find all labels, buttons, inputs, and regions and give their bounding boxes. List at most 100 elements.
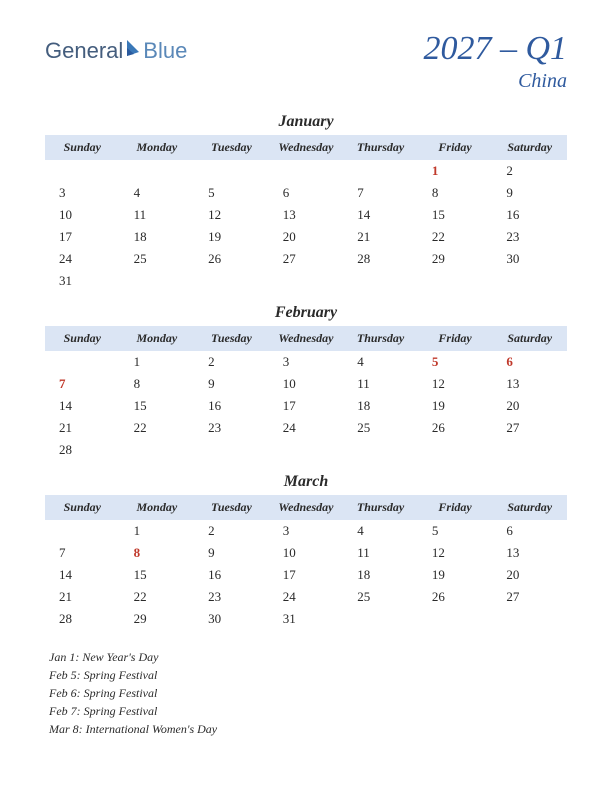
calendar-cell: 6	[492, 520, 567, 542]
calendar-cell	[45, 520, 120, 542]
calendar-cell: 16	[194, 395, 269, 417]
calendar-cell: 12	[418, 373, 493, 395]
calendar-cell	[418, 270, 493, 292]
calendar-cell: 3	[269, 520, 344, 542]
page-subtitle: China	[423, 70, 567, 93]
calendar-table: SundayMondayTuesdayWednesdayThursdayFrid…	[45, 495, 567, 630]
calendar-cell: 24	[269, 417, 344, 439]
calendar-cell: 29	[418, 248, 493, 270]
day-header: Sunday	[45, 326, 120, 351]
calendar-row: 78910111213	[45, 542, 567, 564]
calendar-cell: 16	[492, 204, 567, 226]
month-title: February	[45, 304, 567, 322]
calendar-cell: 7	[45, 373, 120, 395]
day-header: Wednesday	[269, 326, 344, 351]
logo: General Blue	[45, 38, 187, 64]
calendar-cell: 14	[343, 204, 418, 226]
calendar-cell: 21	[45, 417, 120, 439]
calendar-cell: 3	[45, 182, 120, 204]
calendar-cell: 19	[194, 226, 269, 248]
month-block: JanuarySundayMondayTuesdayWednesdayThurs…	[45, 113, 567, 292]
calendar-cell: 23	[194, 586, 269, 608]
calendar-cell	[343, 439, 418, 461]
holiday-entry: Feb 5: Spring Festival	[49, 666, 567, 684]
calendar-cell: 19	[418, 395, 493, 417]
calendar-row: 28	[45, 439, 567, 461]
day-header: Wednesday	[269, 495, 344, 520]
calendars-container: JanuarySundayMondayTuesdayWednesdayThurs…	[45, 113, 567, 630]
calendar-cell: 26	[418, 417, 493, 439]
day-header: Friday	[418, 495, 493, 520]
calendar-cell	[194, 439, 269, 461]
calendar-cell: 16	[194, 564, 269, 586]
calendar-cell: 28	[45, 439, 120, 461]
calendar-cell: 14	[45, 395, 120, 417]
calendar-cell: 6	[492, 351, 567, 373]
calendar-cell: 22	[120, 586, 195, 608]
calendar-cell: 7	[343, 182, 418, 204]
calendar-cell: 27	[492, 586, 567, 608]
calendar-cell: 15	[120, 564, 195, 586]
calendar-cell: 18	[120, 226, 195, 248]
logo-sail-icon	[125, 38, 143, 64]
month-block: February SundayMondayTuesdayWednesdayThur…	[45, 304, 567, 461]
calendar-cell: 17	[45, 226, 120, 248]
calendar-cell: 4	[120, 182, 195, 204]
calendar-cell	[120, 439, 195, 461]
day-header: Saturday	[492, 326, 567, 351]
calendar-cell	[492, 270, 567, 292]
day-header: Monday	[120, 135, 195, 160]
calendar-cell: 19	[418, 564, 493, 586]
calendar-cell: 8	[120, 373, 195, 395]
calendar-cell	[45, 351, 120, 373]
calendar-table: SundayMondayTuesdayWednesdayThursdayFrid…	[45, 135, 567, 292]
calendar-cell: 20	[492, 395, 567, 417]
calendar-cell: 13	[492, 373, 567, 395]
calendar-row: 14151617181920	[45, 395, 567, 417]
calendar-row: 10111213141516	[45, 204, 567, 226]
calendar-cell: 24	[45, 248, 120, 270]
holiday-entry: Feb 7: Spring Festival	[49, 702, 567, 720]
calendar-row: 14151617181920	[45, 564, 567, 586]
calendar-cell: 11	[343, 373, 418, 395]
calendar-row: 28293031	[45, 608, 567, 630]
calendar-row: 24252627282930	[45, 248, 567, 270]
calendar-row: 17181920212223	[45, 226, 567, 248]
month-title: March	[45, 473, 567, 491]
calendar-cell: 9	[194, 373, 269, 395]
day-header: Tuesday	[194, 326, 269, 351]
calendar-cell: 11	[120, 204, 195, 226]
calendar-cell	[120, 160, 195, 182]
calendar-cell: 10	[269, 542, 344, 564]
day-header: Sunday	[45, 135, 120, 160]
day-header: Tuesday	[194, 135, 269, 160]
calendar-cell: 23	[492, 226, 567, 248]
calendar-row: 31	[45, 270, 567, 292]
calendar-cell	[492, 439, 567, 461]
page-title: 2027 – Q1	[423, 30, 567, 68]
calendar-cell: 15	[418, 204, 493, 226]
day-header: Thursday	[343, 326, 418, 351]
day-header: Saturday	[492, 135, 567, 160]
calendar-cell: 30	[194, 608, 269, 630]
calendar-cell: 9	[194, 542, 269, 564]
calendar-cell: 12	[418, 542, 493, 564]
calendar-cell	[194, 160, 269, 182]
calendar-cell: 2	[194, 520, 269, 542]
calendar-row: 78910111213	[45, 373, 567, 395]
calendar-cell: 17	[269, 395, 344, 417]
calendar-cell: 18	[343, 395, 418, 417]
logo-text-1: General	[45, 38, 123, 64]
calendar-cell: 6	[269, 182, 344, 204]
calendar-cell: 13	[492, 542, 567, 564]
day-header: Saturday	[492, 495, 567, 520]
day-header: Friday	[418, 326, 493, 351]
calendar-cell: 25	[120, 248, 195, 270]
day-header: Monday	[120, 326, 195, 351]
title-block: 2027 – Q1 China	[423, 30, 567, 93]
calendar-cell: 29	[120, 608, 195, 630]
calendar-cell	[343, 160, 418, 182]
calendar-cell: 7	[45, 542, 120, 564]
calendar-row: 3456789	[45, 182, 567, 204]
calendar-cell: 15	[120, 395, 195, 417]
